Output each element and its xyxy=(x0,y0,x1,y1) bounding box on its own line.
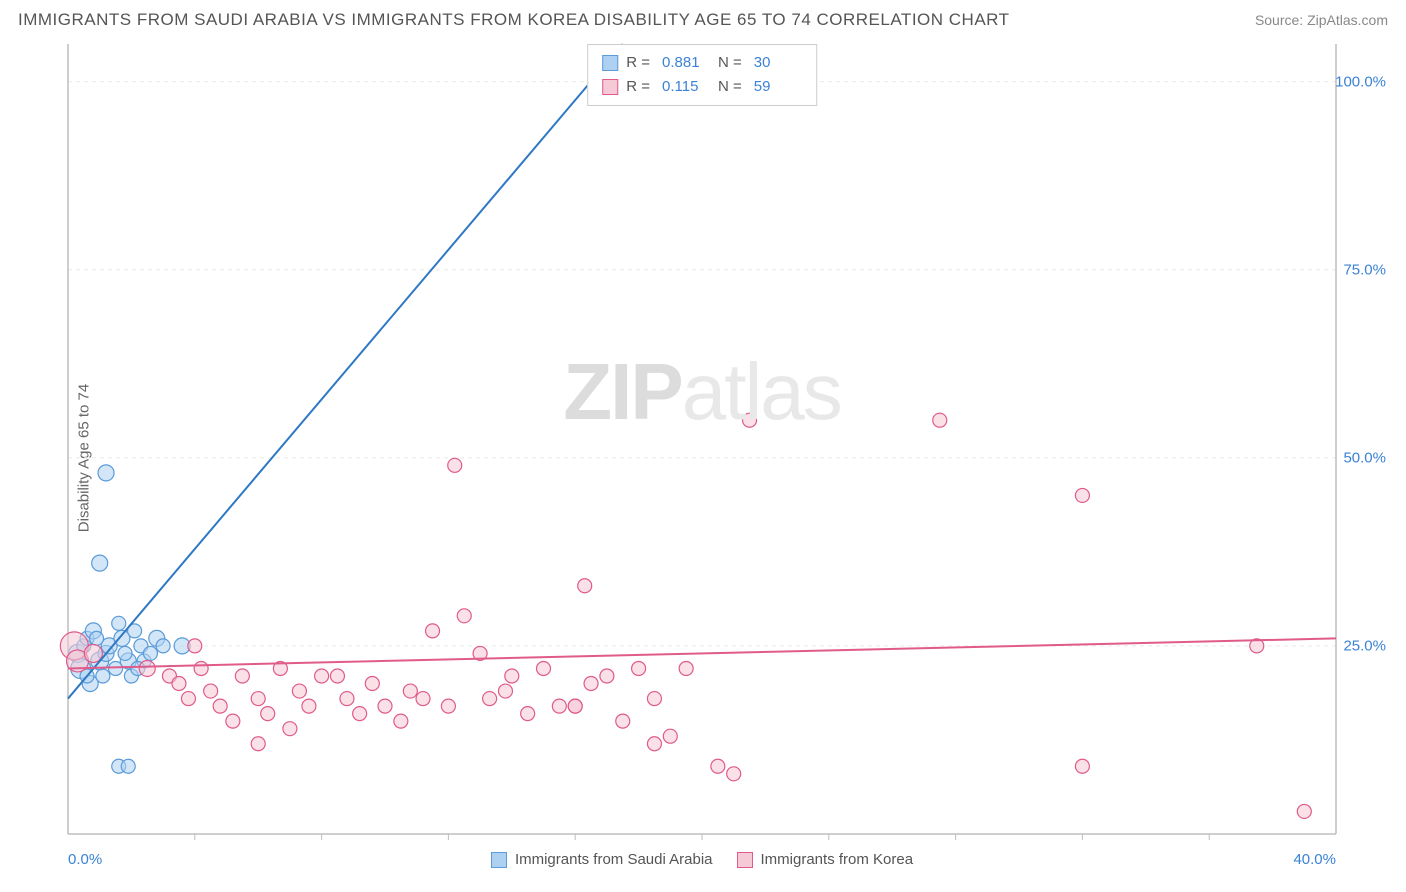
y-tick-label: 50.0% xyxy=(1343,449,1386,466)
source-prefix: Source: xyxy=(1255,12,1307,28)
swatch-series-a-icon xyxy=(491,852,507,868)
plot-svg xyxy=(68,44,1336,834)
r-value-b: 0.115 xyxy=(662,75,710,99)
swatch-series-a xyxy=(602,55,618,71)
n-value-b: 59 xyxy=(754,75,802,99)
y-tick-label: 25.0% xyxy=(1343,637,1386,654)
chart-container: Disability Age 65 to 74 ZIPatlas R = 0.8… xyxy=(20,44,1386,872)
r-value-a: 0.881 xyxy=(662,51,710,75)
n-label: N = xyxy=(718,75,742,99)
y-tick-label: 100.0% xyxy=(1335,73,1386,90)
stats-row-series-a: R = 0.881 N = 30 xyxy=(602,51,802,75)
plot-area: ZIPatlas R = 0.881 N = 30 R = 0.115 N = … xyxy=(68,44,1336,834)
legend-item-series-b: Immigrants from Korea xyxy=(737,851,914,868)
r-label: R = xyxy=(626,51,650,75)
chart-title: IMMIGRANTS FROM SAUDI ARABIA VS IMMIGRAN… xyxy=(18,10,1010,30)
swatch-series-b-icon xyxy=(737,852,753,868)
n-label: N = xyxy=(718,51,742,75)
legend-label-b: Immigrants from Korea xyxy=(761,851,914,868)
legend-item-series-a: Immigrants from Saudi Arabia xyxy=(491,851,713,868)
stats-row-series-b: R = 0.115 N = 59 xyxy=(602,75,802,99)
source-link[interactable]: ZipAtlas.com xyxy=(1307,12,1388,28)
stats-legend: R = 0.881 N = 30 R = 0.115 N = 59 xyxy=(587,44,817,106)
source-attribution: Source: ZipAtlas.com xyxy=(1255,12,1388,28)
x-max-label: 40.0% xyxy=(1293,851,1336,868)
y-tick-label: 75.0% xyxy=(1343,261,1386,278)
r-label: R = xyxy=(626,75,650,99)
swatch-series-b xyxy=(602,79,618,95)
legend-label-a: Immigrants from Saudi Arabia xyxy=(515,851,713,868)
series-legend: Immigrants from Saudi Arabia Immigrants … xyxy=(68,851,1336,868)
x-origin-label: 0.0% xyxy=(68,851,102,868)
n-value-a: 30 xyxy=(754,51,802,75)
